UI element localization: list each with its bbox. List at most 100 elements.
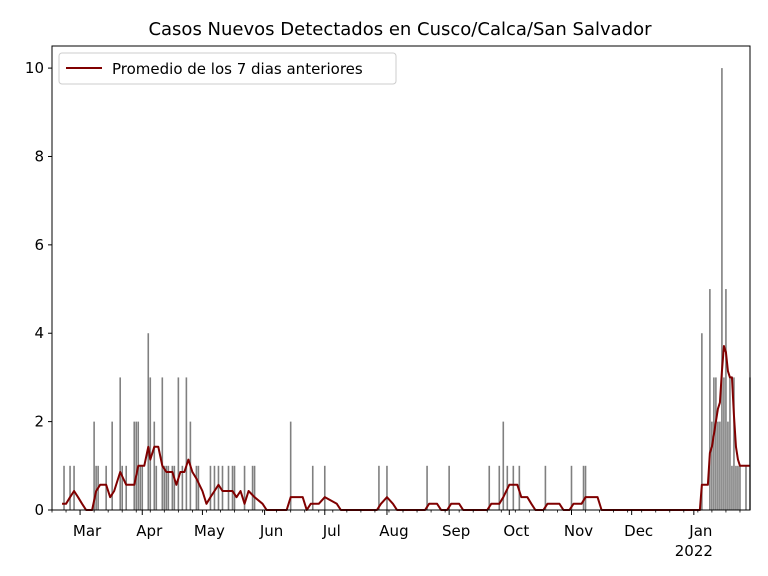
x-tick-label: Nov <box>564 522 593 540</box>
x-tick-label: Dec <box>624 522 653 540</box>
bar <box>177 377 180 510</box>
bar <box>233 465 236 510</box>
bar <box>311 465 314 510</box>
bar <box>173 465 176 510</box>
bar <box>165 465 168 510</box>
x-tick-label: Jun <box>259 522 283 540</box>
legend-label: Promedio de los 7 dias anteriores <box>112 60 363 78</box>
bar <box>217 465 220 510</box>
bar <box>512 465 515 510</box>
bar <box>386 465 388 510</box>
legend-box <box>58 52 397 85</box>
bar <box>701 333 703 510</box>
y-tick-label: 2 <box>34 413 44 431</box>
bar <box>731 465 733 510</box>
bar <box>209 465 212 510</box>
bar <box>231 465 234 510</box>
bar <box>723 377 725 510</box>
bar <box>426 465 428 510</box>
bar <box>243 465 246 510</box>
bar <box>153 421 156 510</box>
bar <box>121 465 123 510</box>
y-axis: 0 2 4 6 8 10 <box>25 59 52 519</box>
bar <box>197 465 200 510</box>
bar <box>149 377 152 510</box>
bar <box>251 465 254 510</box>
bar <box>221 465 224 510</box>
y-tick-label: 0 <box>34 501 44 519</box>
bar <box>181 465 184 510</box>
bar <box>498 465 501 510</box>
legend: Promedio de los 7 dias anteriores <box>58 52 397 85</box>
bar <box>448 465 450 510</box>
x-tick-label: May <box>194 522 225 540</box>
bar <box>709 289 711 510</box>
bar <box>147 333 150 510</box>
bar <box>227 465 230 510</box>
bar <box>69 465 71 510</box>
bar <box>717 421 719 510</box>
bar <box>739 465 741 510</box>
y-tick-label: 4 <box>34 324 44 342</box>
bar <box>582 465 585 510</box>
y-tick-label: 10 <box>25 59 44 77</box>
bar <box>745 465 747 510</box>
x-tick-label: Sep <box>442 522 470 540</box>
bar <box>213 465 216 510</box>
bar <box>711 421 713 510</box>
bar <box>713 377 715 510</box>
y-tick-label: 6 <box>34 236 44 254</box>
bar <box>139 465 142 510</box>
bar <box>729 377 731 510</box>
bar <box>195 465 198 510</box>
bar <box>185 377 188 510</box>
rolling-average-line <box>62 345 750 511</box>
bar <box>163 465 166 510</box>
bar <box>119 377 121 510</box>
bar-series <box>63 68 751 510</box>
bar <box>733 377 735 510</box>
x-tick-label: Oct <box>503 522 529 540</box>
bar <box>584 465 587 510</box>
y-tick-label: 8 <box>34 147 44 165</box>
bar <box>715 377 717 510</box>
bar <box>570 465 573 510</box>
bar <box>93 421 95 510</box>
bar <box>721 68 723 510</box>
bar <box>155 465 158 510</box>
bar <box>135 421 138 510</box>
x-year-label: 2022 <box>675 542 713 560</box>
bar <box>323 465 326 510</box>
bar <box>737 465 739 510</box>
bar <box>95 465 97 510</box>
bar <box>488 465 491 510</box>
bar <box>719 421 721 510</box>
x-tick-label: Jan <box>688 522 712 540</box>
x-tick-label: Aug <box>379 522 408 540</box>
bar <box>111 421 113 510</box>
x-tick-label: Jul <box>322 522 341 540</box>
x-tick-label: Mar <box>73 522 102 540</box>
bar <box>125 465 128 510</box>
bar <box>378 465 380 510</box>
bar <box>63 465 65 510</box>
plot-frame <box>51 45 751 511</box>
bar <box>253 465 256 510</box>
bar <box>544 465 547 510</box>
bar <box>289 421 292 510</box>
x-tick-label: Apr <box>136 522 163 540</box>
bar <box>133 421 136 510</box>
bar <box>161 377 164 510</box>
chart-title: Casos Nuevos Detectados en Cusco/Calca/S… <box>148 19 652 40</box>
bar <box>725 289 727 510</box>
bar <box>171 465 174 510</box>
line-series <box>62 345 750 511</box>
bar <box>727 421 729 510</box>
bar <box>73 465 75 510</box>
bar <box>502 421 505 510</box>
bar <box>167 465 170 510</box>
bar <box>735 465 737 510</box>
x-axis: Mar Apr May Jun Jul Aug Sep Oct Nov Dec Jan 2022 <box>51 510 741 560</box>
bar <box>141 465 144 510</box>
